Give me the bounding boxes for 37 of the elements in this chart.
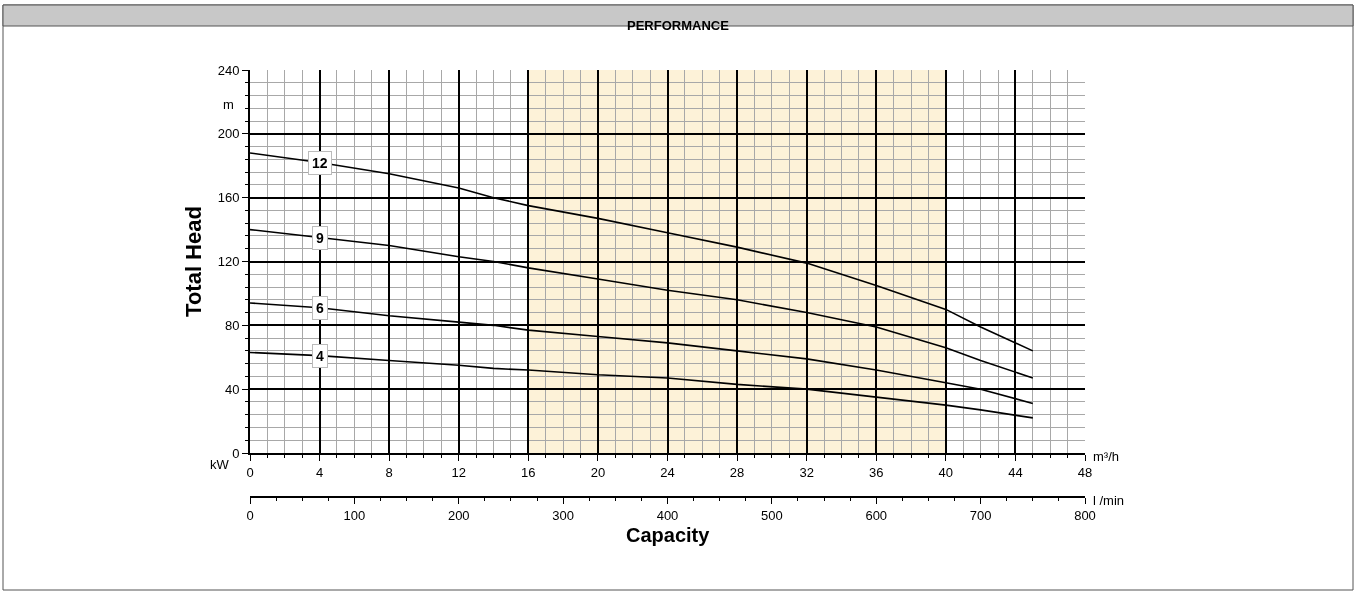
x-tick-label: 36 xyxy=(869,464,884,480)
y-tick-label: 120 xyxy=(217,254,240,270)
x-tick-label: 20 xyxy=(590,464,606,480)
x-tick-label: 16 xyxy=(521,464,536,480)
x-tick-label: 0 xyxy=(246,464,254,480)
x-tick-label: 8 xyxy=(385,464,393,480)
x2-tick-label: 300 xyxy=(552,507,574,523)
x-tick-label: 32 xyxy=(799,464,814,480)
chart-title: PERFORMANCE xyxy=(627,18,730,33)
text: kW xyxy=(210,457,230,472)
y-tick-label: 0 xyxy=(232,445,240,461)
series-label: 12 xyxy=(312,155,328,171)
y-tick-label: 160 xyxy=(217,190,240,206)
x-tick-label: 28 xyxy=(729,464,745,480)
x2-axis-title: l /min xyxy=(1093,493,1125,508)
y-tick-label: 40 xyxy=(224,381,240,397)
y-tick-label: 200 xyxy=(217,126,240,142)
x-tick-label: 24 xyxy=(660,464,675,480)
text: m xyxy=(223,97,234,112)
x2-tick-label: 600 xyxy=(865,507,888,523)
text: m³/h xyxy=(1093,449,1119,464)
x2-tick-label: 0 xyxy=(246,507,254,523)
y-tick-label: 80 xyxy=(224,317,240,333)
x-tick-label: 48 xyxy=(1077,464,1093,480)
x2-tick-label: 800 xyxy=(1074,507,1096,523)
x-tick-label: 44 xyxy=(1008,464,1023,480)
x2-tick-label: 100 xyxy=(343,507,366,523)
x2-tick-label: 700 xyxy=(969,507,992,523)
x-tick-label: 4 xyxy=(315,464,324,480)
y-axis-title: Total Head xyxy=(181,206,206,317)
x-tick-label: 12 xyxy=(451,464,466,480)
x2-tick-label: 500 xyxy=(761,507,783,523)
x-tick-label: 40 xyxy=(938,464,954,480)
y-tick-label: 240 xyxy=(217,62,240,78)
x2-tick-label: 400 xyxy=(656,507,679,523)
x2-tick-label: 200 xyxy=(447,507,470,523)
x-axis-title: Capacity xyxy=(626,524,711,546)
